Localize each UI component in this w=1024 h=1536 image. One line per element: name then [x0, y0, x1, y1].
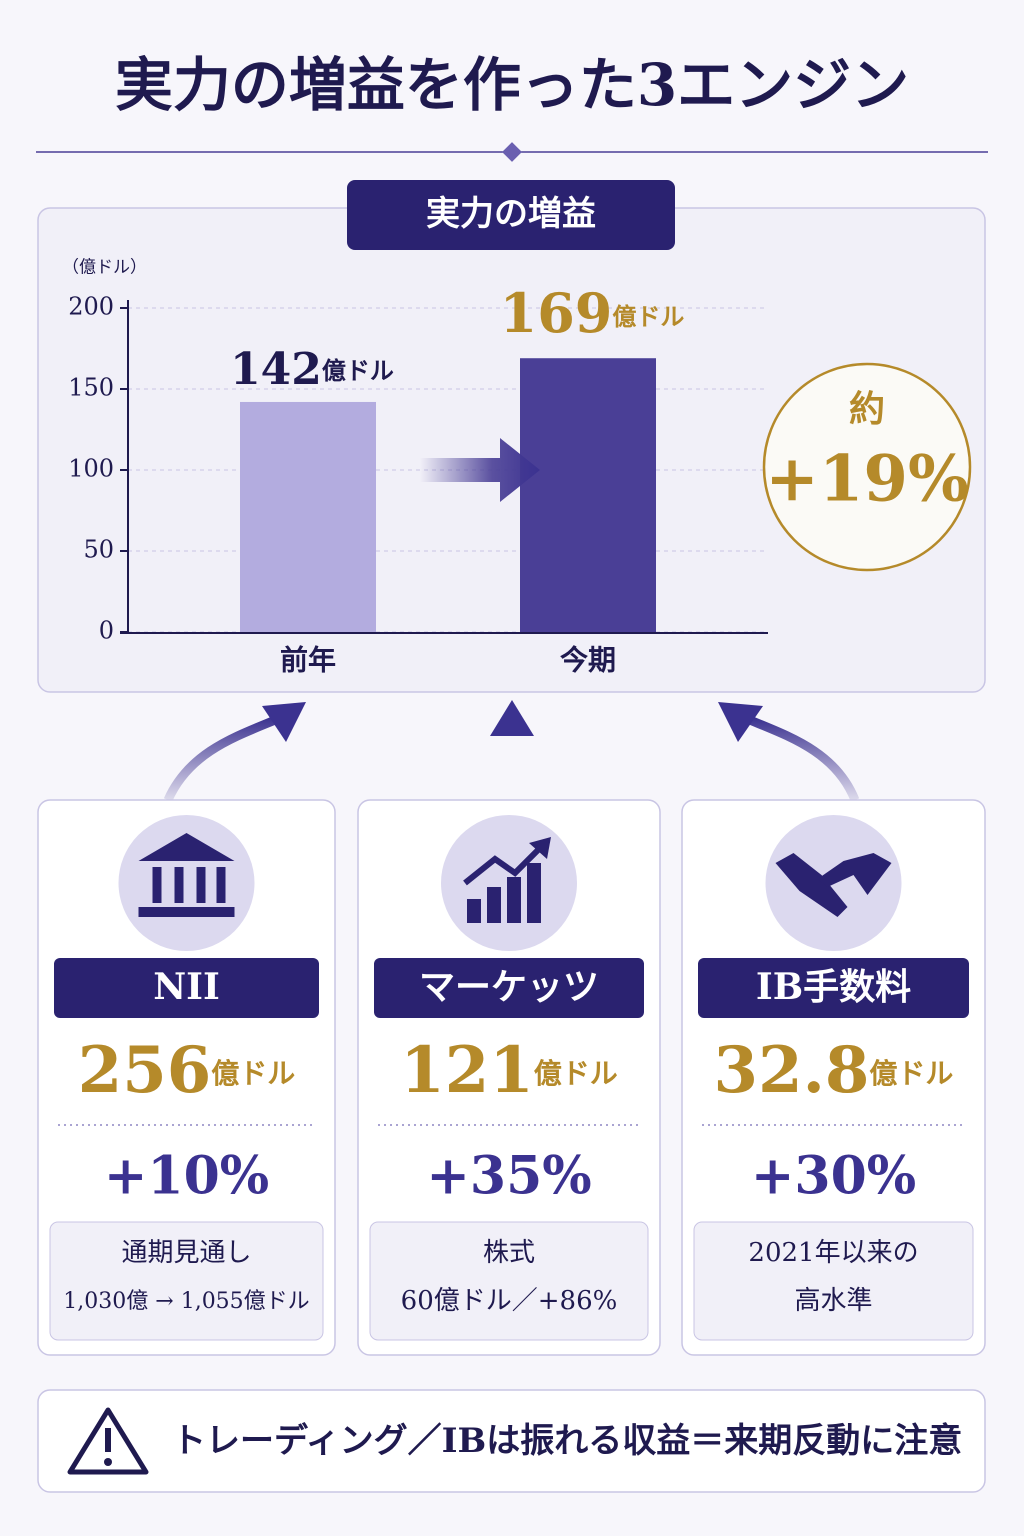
flow-arrow-head [718, 702, 763, 742]
icon-bank [138, 907, 235, 917]
chart-title-tag [347, 180, 675, 250]
value-label: 169億ドル [500, 281, 685, 345]
growth-arrow [420, 438, 540, 502]
value-number: 121 [400, 1033, 534, 1108]
flow-arrow-head [262, 702, 306, 742]
card-icon [118, 815, 255, 951]
engine-name: NII [153, 966, 220, 1008]
icon-trend [529, 837, 551, 859]
engine-change: +35% [426, 1146, 591, 1207]
warning-icon [104, 1458, 112, 1466]
note-line: 高水準 [794, 1286, 872, 1316]
growth-circle [762, 362, 972, 572]
growth-prefix: 約 [849, 388, 885, 430]
bar [240, 401, 376, 632]
engine-name-tag [698, 958, 969, 1018]
icon-bars [487, 887, 501, 923]
y-tick-label: 50 [83, 536, 114, 564]
icon-bars [527, 863, 541, 923]
icon-bank [174, 867, 184, 903]
value-label: 142億ドル [230, 343, 394, 394]
icon-hands [817, 853, 892, 895]
engine-name-tag [374, 958, 644, 1018]
engine-card [357, 799, 661, 1356]
growth-value: +19% [765, 442, 969, 517]
engine-card [681, 799, 986, 1356]
warning-icon [105, 1428, 111, 1452]
bar [520, 358, 656, 632]
y-tick-label: 100 [68, 455, 114, 483]
y-tick-label: 150 [68, 374, 114, 402]
card-icon [765, 815, 902, 951]
x-tick-label: 今期 [560, 644, 616, 677]
note-line: 60億ドル／+86% [401, 1286, 618, 1316]
value-unit: 億ドル [869, 1057, 953, 1090]
note-box [693, 1221, 974, 1341]
icon-hands [775, 853, 848, 917]
icon-bars [507, 877, 521, 923]
note-line: 1,030億 → 1,055億ドル [63, 1289, 309, 1314]
flow-arrow-head [490, 700, 534, 736]
note-line: 株式 [483, 1238, 535, 1268]
warning-icon [67, 1407, 149, 1475]
y-axis-label: （億ドル） [62, 258, 147, 278]
value-unit: 億ドル [534, 1057, 618, 1090]
engine-name: IB手数料 [756, 966, 911, 1008]
flow-arrow [743, 713, 860, 802]
engine-card [37, 799, 336, 1356]
warning-text: トレーディング／IBは振れる収益＝来期反動に注意 [172, 1421, 962, 1461]
value-unit: 億ドル [612, 302, 684, 331]
note-box [369, 1221, 649, 1341]
chart-title: 実力の増益 [426, 194, 596, 234]
note-line: 2021年以来の [748, 1238, 918, 1268]
engine-name: マーケッツ [419, 966, 599, 1008]
value-unit: 億ドル [211, 1057, 295, 1090]
card-icon [441, 815, 577, 951]
engine-change: +30% [751, 1146, 916, 1207]
icon-bank [216, 867, 226, 903]
engine-name-tag [54, 958, 319, 1018]
note-line: 通期見通し [121, 1238, 251, 1268]
engine-value: 256億ドル [78, 1033, 296, 1108]
engine-value: 32.8億ドル [714, 1033, 954, 1108]
icon-bank [138, 833, 235, 861]
engine-value: 121億ドル [400, 1033, 618, 1108]
flow-arrow [163, 713, 282, 802]
value-number: 32.8 [714, 1033, 870, 1108]
icon-bank [152, 867, 162, 903]
page-title: 実力の増益を作った3エンジン [115, 51, 909, 119]
value-unit: 億ドル [322, 355, 394, 384]
value-number: 142 [230, 343, 322, 394]
icon-trend [463, 844, 544, 886]
value-number: 169 [500, 281, 613, 345]
warning-box [37, 1389, 986, 1493]
y-tick-label: 0 [99, 617, 114, 645]
icon-bank [196, 867, 206, 903]
note-box [49, 1221, 324, 1341]
icon-bars [467, 899, 481, 923]
x-tick-label: 前年 [280, 644, 336, 677]
y-tick-label: 200 [68, 293, 114, 321]
engine-change: +10% [104, 1146, 269, 1207]
value-number: 256 [78, 1033, 212, 1108]
